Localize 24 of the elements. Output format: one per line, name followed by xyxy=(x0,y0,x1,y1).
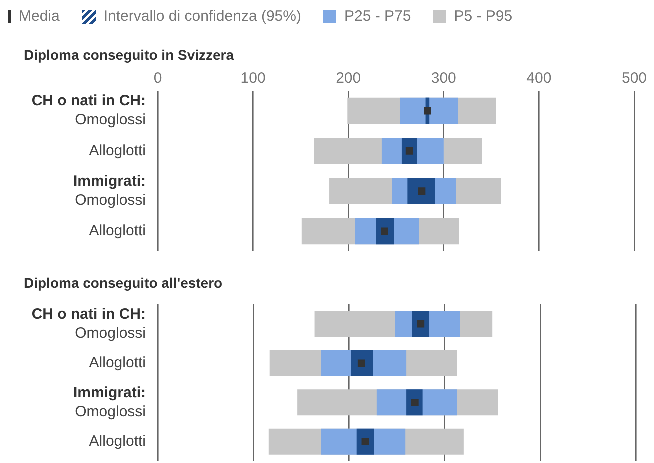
y-tick-label: CH o nati in CH: Omoglossi xyxy=(32,306,146,342)
y-tick-label: Alloglotti xyxy=(89,354,146,372)
x-tick-label: 500 xyxy=(622,70,647,88)
x-tick-label: 300 xyxy=(431,70,456,88)
legend-label: Intervallo di confidenza (95%) xyxy=(104,8,302,25)
y-tick-label: Immigrati: Omoglossi xyxy=(73,384,146,420)
bar xyxy=(351,350,374,376)
y-tick-label: Alloglotti xyxy=(89,142,146,160)
y-tick-label: Alloglotti xyxy=(89,222,146,240)
bar xyxy=(408,178,436,205)
x-tick-label: 200 xyxy=(336,70,362,88)
chart-title: Diploma conseguito all'estero xyxy=(23,274,224,293)
legend-label: Media xyxy=(19,8,60,25)
chart-title: Diploma conseguito in Svizzera xyxy=(23,46,236,65)
x-tick-label: 0 xyxy=(154,70,162,88)
legend-label: P5 - P95 xyxy=(454,8,513,25)
point xyxy=(424,107,432,115)
legend-label: P25 - P75 xyxy=(344,8,412,25)
y-tick-label: Immigrati: Omoglossi xyxy=(73,172,146,209)
y-tick-label: Alloglotti xyxy=(89,433,146,450)
y-tick-label: CH o nati in CH: Omoglossi xyxy=(32,92,146,129)
x-tick-label: 400 xyxy=(526,70,552,88)
bar xyxy=(400,98,458,124)
x-tick-label: 100 xyxy=(240,70,266,88)
